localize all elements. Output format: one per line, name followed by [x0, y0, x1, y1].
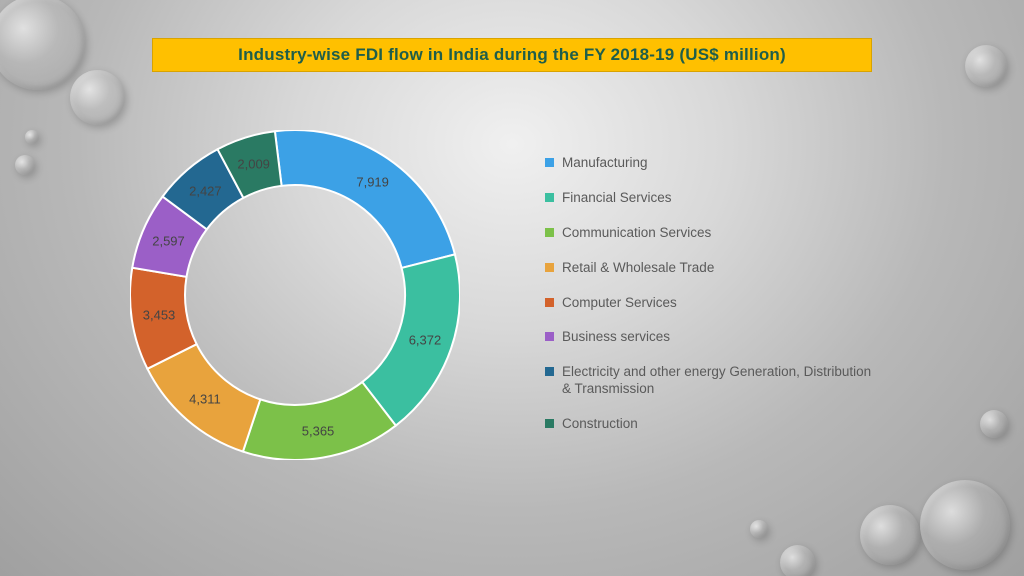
legend-label: Electricity and other energy Generation,… — [562, 364, 882, 398]
slice-value-label: 2,009 — [237, 156, 270, 171]
legend-swatch — [545, 228, 554, 237]
water-bubble — [980, 410, 1008, 438]
water-bubble — [25, 130, 39, 144]
legend-swatch — [545, 158, 554, 167]
slice-value-label: 4,311 — [189, 391, 221, 406]
legend-item: Manufacturing — [545, 155, 905, 172]
slice-value-label: 5,365 — [302, 423, 335, 438]
donut-chart: 7,919 6,372 5,365 4,311 3,453 2,597 2,427 2,009 — [130, 130, 460, 460]
slice-value-label: 2,597 — [152, 234, 185, 249]
chart-legend: Manufacturing Financial Services Communica… — [545, 155, 905, 451]
slice-value-label: 2,427 — [189, 183, 222, 198]
legend-item: Construction — [545, 416, 905, 433]
legend-swatch — [545, 419, 554, 428]
legend-label: Retail & Wholesale Trade — [562, 260, 714, 277]
chart-title-text: Industry-wise FDI flow in India during t… — [238, 45, 786, 65]
water-bubble — [965, 45, 1007, 87]
legend-swatch — [545, 263, 554, 272]
legend-item: Computer Services — [545, 295, 905, 312]
donut-slice — [275, 130, 455, 268]
slice-value-label: 6,372 — [409, 332, 442, 347]
legend-swatch — [545, 193, 554, 202]
slice-value-label: 7,919 — [356, 174, 389, 189]
legend-item: Communication Services — [545, 225, 905, 242]
legend-swatch — [545, 367, 554, 376]
legend-swatch — [545, 332, 554, 341]
water-bubble — [920, 480, 1010, 570]
legend-swatch — [545, 298, 554, 307]
water-bubble — [860, 505, 920, 565]
legend-item: Electricity and other energy Generation,… — [545, 364, 905, 398]
legend-item: Retail & Wholesale Trade — [545, 260, 905, 277]
water-bubble — [780, 545, 815, 576]
water-bubble — [0, 0, 85, 90]
legend-label: Computer Services — [562, 295, 677, 312]
chart-title-bar: Industry-wise FDI flow in India during t… — [152, 38, 872, 72]
water-bubble — [750, 520, 768, 538]
legend-item: Business services — [545, 329, 905, 346]
legend-label: Business services — [562, 329, 670, 346]
legend-item: Financial Services — [545, 190, 905, 207]
slice-value-label: 3,453 — [143, 308, 176, 323]
legend-label: Communication Services — [562, 225, 711, 242]
legend-label: Financial Services — [562, 190, 672, 207]
legend-label: Construction — [562, 416, 638, 433]
water-bubble — [15, 155, 35, 175]
water-bubble — [70, 70, 125, 125]
legend-label: Manufacturing — [562, 155, 648, 172]
